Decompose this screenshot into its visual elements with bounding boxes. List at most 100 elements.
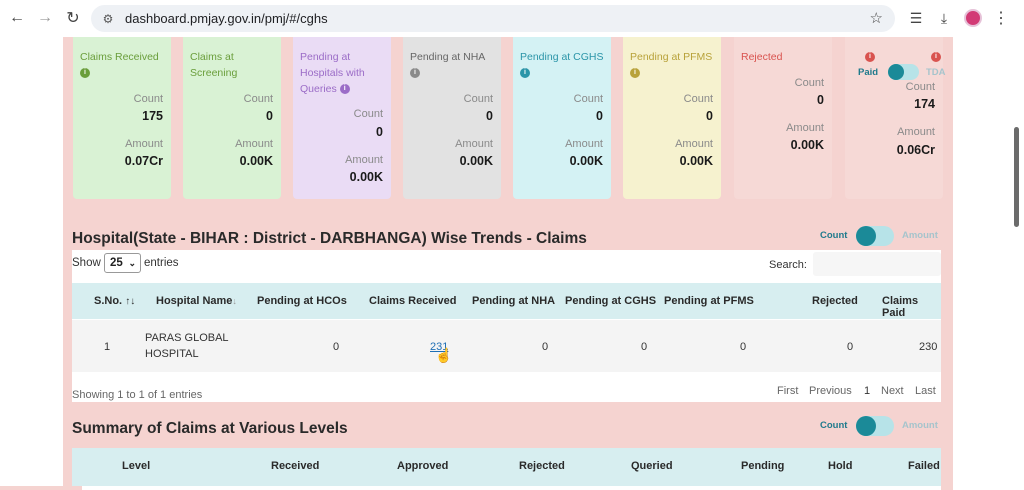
pager-first[interactable]: First (777, 385, 799, 397)
info-icon[interactable]: i (80, 68, 90, 79)
reading-list-icon[interactable]: ☰ (909, 9, 923, 26)
th-hold[interactable]: Hold (828, 460, 853, 472)
profile-avatar[interactable] (964, 9, 982, 27)
cell-pending-nha: 0 (542, 341, 549, 353)
card-title-text: Claims at Screening (190, 51, 238, 79)
info-icon[interactable]: i (865, 52, 875, 62)
info-icon[interactable]: i (520, 68, 530, 79)
card-pending-hospitals-queries[interactable]: Pending at Hospitals with Queries i Coun… (293, 37, 391, 199)
back-arrow-icon[interactable]: ← (9, 9, 25, 26)
th-pending[interactable]: Pending (741, 460, 785, 472)
cell-hospital-name-line1: PARAS GLOBAL (145, 332, 229, 344)
th-rejected[interactable]: Rejected (812, 295, 858, 307)
info-icon[interactable]: i (339, 84, 350, 95)
entries-select[interactable]: 25 ⌄ (104, 253, 141, 273)
sort-icon: ↓ (232, 296, 237, 306)
pager-previous[interactable]: Previous (809, 385, 852, 397)
bookmark-star-icon[interactable]: ☆ (869, 10, 883, 27)
count-amount-switch[interactable] (856, 416, 894, 436)
count-label: Count (573, 93, 603, 105)
pager-last[interactable]: Last (915, 385, 936, 397)
site-settings-icon[interactable]: ⚙ (102, 11, 114, 26)
table-row: 1 PARAS GLOBAL HOSPITAL 0 231 ☝ 0 0 0 0 … (72, 320, 941, 372)
info-icon[interactable]: i (630, 68, 640, 79)
card-title: Claims at Screening (190, 49, 278, 81)
section-title-hospital-trends: Hospital(State - BIHAR : District - DARB… (72, 230, 587, 247)
info-icon[interactable]: i (410, 68, 420, 79)
th-queried[interactable]: Queried (631, 460, 673, 472)
count-amount-switch[interactable] (856, 226, 894, 246)
reload-icon[interactable]: ↻ (66, 10, 80, 27)
amount-value: 0.07Cr (124, 154, 163, 168)
cell-pending-hcos: 0 (333, 341, 340, 353)
amount-label: Amount (786, 122, 824, 134)
card-paid-tda[interactable]: i i Paid TDA Count 174 Amount 0.06Cr (845, 37, 946, 199)
card-pending-nha[interactable]: Pending at NHA i Count 0 Amount 0.00K (403, 37, 501, 199)
count-label: Count (243, 93, 273, 105)
th-level[interactable]: Level (122, 460, 151, 472)
paid-tda-toggle-row: i i Paid TDA (845, 49, 946, 80)
th-sno[interactable]: S.No. ↑↓ (94, 295, 135, 307)
th-received[interactable]: Received (271, 460, 320, 472)
forward-arrow-icon[interactable]: → (37, 9, 53, 26)
amount-value: 0.00K (459, 154, 493, 168)
scrollbar-thumb[interactable] (1014, 127, 1019, 227)
count-value: 0 (706, 109, 713, 123)
paid-label: Paid (858, 67, 879, 78)
th-hospital-name[interactable]: Hospital Name↓ (156, 295, 237, 307)
card-claims-at-screening[interactable]: Claims at Screening Count 0 Amount 0.00K (183, 37, 281, 199)
browser-toolbar: ← → ↻ ⚙ dashboard.pmjay.gov.in/pmj/#/cgh… (0, 0, 1024, 37)
th-pending-cghs[interactable]: Pending at CGHS (565, 295, 657, 307)
pager-current[interactable]: 1 (864, 385, 871, 397)
url-text[interactable]: dashboard.pmjay.gov.in/pmj/#/cghs (125, 11, 328, 26)
page-bottom-strip (0, 486, 82, 490)
hand-cursor-icon: ☝ (435, 347, 453, 363)
count-value: 175 (142, 109, 163, 123)
pager-next[interactable]: Next (881, 385, 904, 397)
cell-sno: 1 (104, 341, 111, 353)
card-title-text: Pending at NHA (410, 51, 486, 63)
page-content: Claims Received i Count 175 Amount 0.07C… (0, 37, 1024, 490)
card-title: Rejected (741, 49, 829, 65)
paid-tda-switch[interactable] (888, 64, 919, 80)
tda-label: TDA (926, 67, 946, 78)
th-approved[interactable]: Approved (397, 460, 449, 472)
th-claims-paid[interactable]: Claims Paid (882, 295, 919, 319)
sort-asc-icon: ↑↓ (125, 296, 136, 307)
toggle-amount-label: Amount (902, 420, 938, 431)
info-icon[interactable]: i (931, 52, 941, 62)
th-pending-nha[interactable]: Pending at NHA (472, 295, 556, 307)
cell-pending-pfms: 0 (740, 341, 747, 353)
th-pending-hcos[interactable]: Pending at HCOs (257, 295, 347, 307)
cell-hospital-name-line2: HOSPITAL (145, 348, 199, 360)
amount-label: Amount (455, 138, 493, 150)
amount-label: Amount (125, 138, 163, 150)
card-title-text: Pending at PFMS (630, 51, 713, 63)
summary-table: Level Received Approved Rejected Queried… (72, 448, 941, 490)
search-input[interactable] (813, 252, 941, 276)
amount-label: Amount (897, 126, 935, 138)
th-claims-received[interactable]: Claims Received (369, 295, 457, 307)
card-rejected[interactable]: Rejected Count 0 Amount 0.00K (734, 37, 832, 199)
th-pending-pfms[interactable]: Pending at PFMS (664, 295, 754, 307)
count-value: 0 (376, 125, 383, 139)
card-title: Claims Received i (80, 49, 168, 81)
th-failed[interactable]: Failed (908, 460, 940, 472)
cell-claims-paid: 230 (919, 341, 938, 353)
count-label: Count (794, 77, 824, 89)
card-pending-pfms[interactable]: Pending at PFMS i Count 0 Amount 0.00K (623, 37, 721, 199)
toggle-count-label: Count (820, 420, 848, 431)
amount-value: 0.00K (679, 154, 713, 168)
card-claims-received[interactable]: Claims Received i Count 175 Amount 0.07C… (73, 37, 171, 199)
address-bar[interactable]: ⚙ dashboard.pmjay.gov.in/pmj/#/cghs ☆ (91, 5, 895, 32)
kebab-menu-icon[interactable]: ⋮ (993, 10, 1009, 27)
download-icon[interactable]: ⤓ (940, 9, 948, 26)
th-rejected[interactable]: Rejected (519, 460, 565, 472)
th-sno-label: S.No. (94, 295, 123, 307)
table-header: S.No. ↑↓ Hospital Name↓ Pending at HCOs … (72, 283, 941, 319)
card-pending-cghs[interactable]: Pending at CGHS i Count 0 Amount 0.00K (513, 37, 611, 199)
count-value: 0 (266, 109, 273, 123)
entries-label: entries (144, 257, 179, 269)
cell-claims-received-link[interactable]: 231 (430, 341, 449, 353)
chevron-down-icon: ⌄ (128, 258, 136, 268)
